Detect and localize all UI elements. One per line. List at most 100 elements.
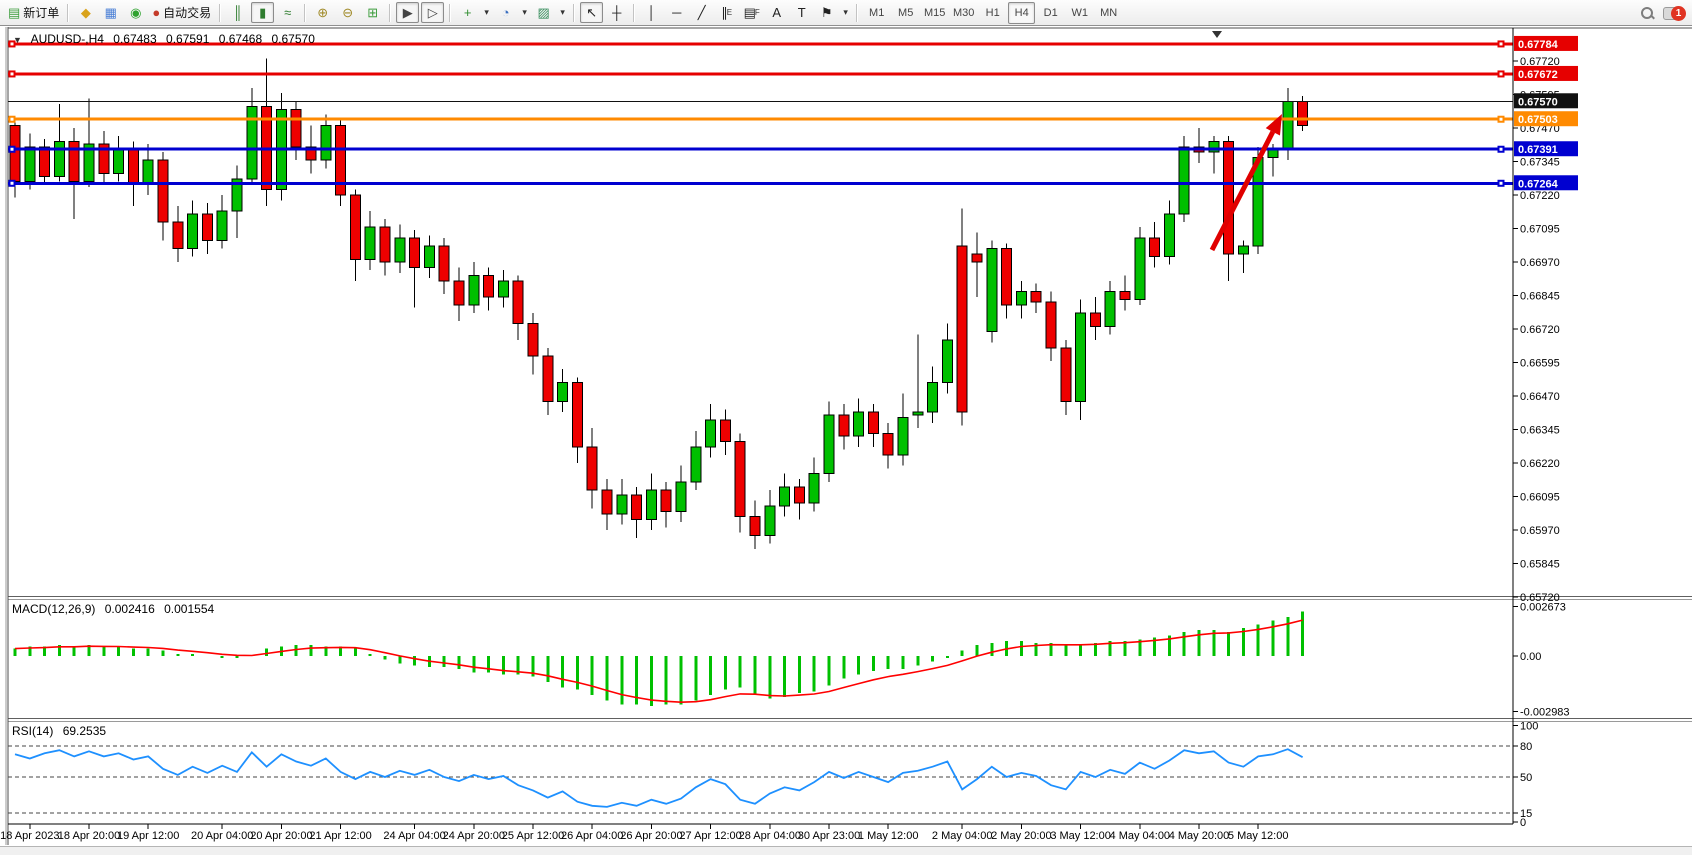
charts-button[interactable]: ◆ <box>74 2 97 23</box>
bar-chart-button[interactable]: ║ <box>226 2 249 23</box>
timeframe-m1-button[interactable]: M1 <box>869 6 885 19</box>
fibonacci-button[interactable]: ▤ F <box>740 2 763 23</box>
indicators-menu-icon[interactable]: ▾ <box>481 2 492 23</box>
hline-handle-dot <box>10 72 14 76</box>
bar-chart-icon: ║ <box>233 5 243 20</box>
crosshair-button[interactable]: ┼ <box>605 2 628 23</box>
periods-button[interactable]: ◔ <box>494 2 517 23</box>
periods-menu-icon[interactable]: ▾ <box>519 2 530 23</box>
rsi-line <box>14 748 1304 808</box>
date-label: 26 Apr 04:00 <box>561 830 623 842</box>
toolbar-separator <box>389 3 392 22</box>
candle-body <box>571 382 583 448</box>
candle-body <box>187 213 199 250</box>
indicators-menu-icon: ▾ <box>484 7 489 17</box>
candle-body <box>468 274 480 306</box>
toolbar-separator <box>449 3 452 22</box>
price-tick-label: 0.67720 <box>1520 56 1560 68</box>
candle-body <box>823 414 835 475</box>
candle-body <box>838 414 850 437</box>
arrows-button[interactable]: ⚑ <box>815 2 838 23</box>
red-arrow-shaft[interactable] <box>1209 130 1276 252</box>
chart-shift-button[interactable]: ▷ <box>421 2 445 23</box>
timeframe-d1-button[interactable]: D1 <box>1043 6 1058 19</box>
candle-body <box>897 416 909 456</box>
trendline-button[interactable]: ╱ <box>690 2 713 23</box>
signals-button[interactable]: ◉ <box>124 2 147 23</box>
new-order-label: 新订单 <box>23 5 60 20</box>
text-label-button[interactable]: T <box>790 2 813 23</box>
rsi-level-label: 0 <box>1520 817 1526 829</box>
status-strip <box>0 846 1692 855</box>
search-icon[interactable] <box>1641 7 1655 20</box>
horizontal-line-button[interactable]: ─ <box>665 2 688 23</box>
tile-windows-button[interactable]: ⊞ <box>361 2 384 23</box>
periods-menu-icon: ▾ <box>522 7 527 17</box>
price-tag-0.67391 <box>1514 141 1578 157</box>
new-order-button[interactable]: ▤ 新订单 <box>5 2 62 23</box>
timeframe-h1-button[interactable]: H1 <box>985 6 1000 19</box>
chart-shift-marker-icon[interactable] <box>1212 31 1222 38</box>
candle-body <box>734 441 746 518</box>
candle-body <box>1134 237 1146 301</box>
cursor-button[interactable]: ↖ <box>580 2 604 23</box>
chart-window: 0.677200.675950.674700.673450.672200.670… <box>0 27 1692 855</box>
templates-menu-icon[interactable]: ▾ <box>557 2 568 23</box>
candle-body <box>542 355 554 402</box>
candle-body <box>1119 291 1131 301</box>
chart-canvas[interactable]: 0.677200.675950.674700.673450.672200.670… <box>0 27 1692 855</box>
macd-tick-label: 0.00 <box>1520 651 1541 663</box>
text-button[interactable]: A <box>765 2 788 23</box>
timeframe-m30-button[interactable]: M30 <box>952 6 975 19</box>
candle-body <box>512 280 524 325</box>
profiles-button[interactable]: ▦ <box>99 2 122 23</box>
price-tag-0.67784 <box>1514 35 1578 51</box>
arrows-icon: ⚑ <box>820 5 833 20</box>
line-chart-button[interactable]: ≈ <box>276 2 299 23</box>
candle-body <box>157 159 169 223</box>
date-label: 20 Apr 20:00 <box>250 830 312 842</box>
chart-shift-icon: ▷ <box>427 5 438 20</box>
rsi-level-label: 80 <box>1520 741 1532 753</box>
candle-body <box>705 419 717 448</box>
hline-handle-dot <box>1499 117 1503 121</box>
zoom-in-button[interactable]: ⊕ <box>311 2 334 23</box>
vertical-line-button[interactable]: │ <box>640 2 663 23</box>
tile-windows-icon: ⊞ <box>367 5 379 20</box>
red-arrow-head[interactable] <box>1265 114 1282 136</box>
candle-body <box>660 489 672 512</box>
toolbar-separator <box>573 3 576 22</box>
toolbar-separator <box>633 3 636 22</box>
price-tick-label: 0.66845 <box>1520 291 1560 303</box>
price-tag-label: 0.67784 <box>1518 39 1559 51</box>
date-label: 18 Apr 2023 <box>0 830 59 842</box>
date-label: 2 May 20:00 <box>991 830 1052 842</box>
price-tag-0.67672 <box>1514 65 1578 81</box>
fibonacci-icon: ▤ <box>743 5 756 20</box>
notification-badge[interactable]: 1 <box>1671 5 1686 21</box>
price-tag-label: 0.67570 <box>1518 96 1558 108</box>
zoom-out-button[interactable]: ⊖ <box>336 2 359 23</box>
auto-scroll-button[interactable]: ▶ <box>396 2 420 23</box>
equidistant-channel-button[interactable]: ∥ E <box>715 2 738 23</box>
timeframe-mn-button[interactable]: MN <box>1100 6 1118 19</box>
candle-body <box>305 146 317 161</box>
candlesticks-button[interactable]: ▮ <box>251 2 275 23</box>
candle-body <box>601 489 613 515</box>
arrows-menu-icon[interactable]: ▾ <box>840 2 851 23</box>
timeframe-m15-button[interactable]: M15 <box>923 6 946 19</box>
candlesticks-icon: ▮ <box>259 5 267 20</box>
indicators-button[interactable]: + <box>456 2 479 23</box>
timeframe-m5-button[interactable]: M5 <box>898 6 914 19</box>
autotrading-button[interactable]: ● 自动交易 <box>149 2 214 23</box>
candle-body <box>231 178 243 212</box>
hline-handle-dot <box>1499 147 1503 151</box>
templates-button[interactable]: ▨ <box>532 2 555 23</box>
vertical-line-icon: │ <box>647 5 656 20</box>
date-label: 28 Apr 04:00 <box>739 830 801 842</box>
candle-body <box>867 411 879 435</box>
candle-body <box>364 226 376 260</box>
timeframe-h4-button[interactable]: H4 <box>1008 1 1036 24</box>
price-tick-label: 0.65720 <box>1520 592 1560 604</box>
timeframe-w1-button[interactable]: W1 <box>1071 6 1088 19</box>
